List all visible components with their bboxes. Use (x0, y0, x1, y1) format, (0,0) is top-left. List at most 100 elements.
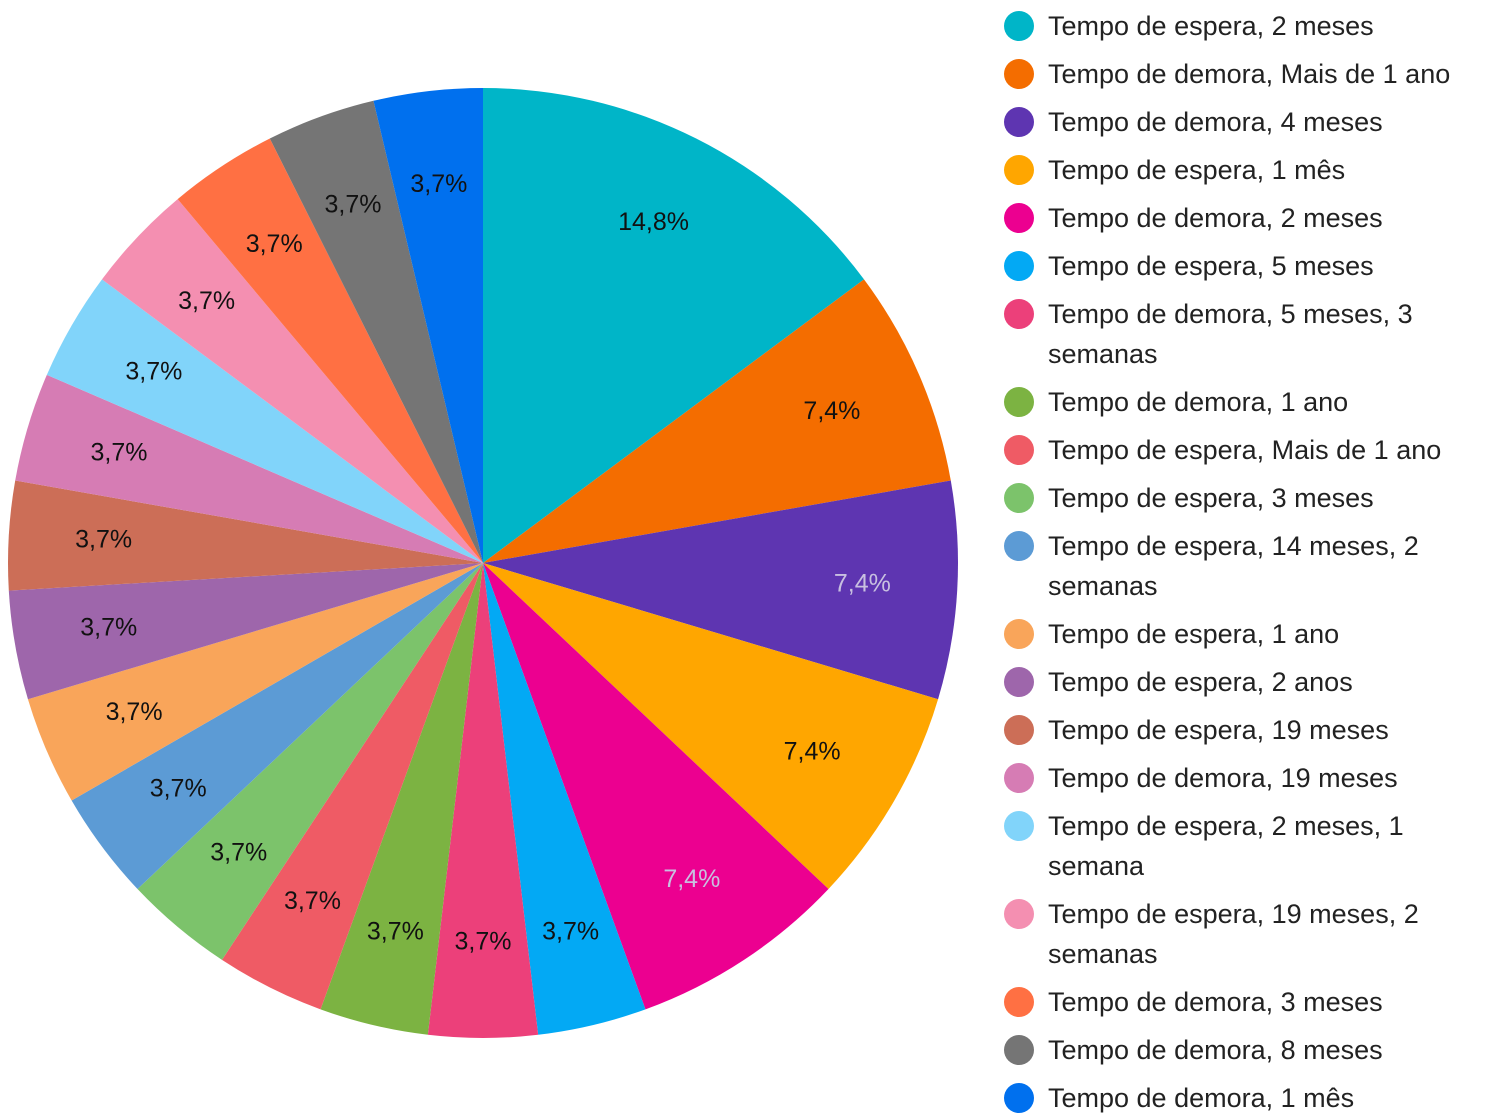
data-label: 3,7% (325, 191, 382, 219)
legend-swatch (1004, 251, 1034, 281)
legend-swatch (1004, 811, 1034, 841)
pie-slice (483, 279, 951, 563)
pie-slice (427, 563, 539, 1038)
legend-label: Tempo de espera, 3 meses (1048, 483, 1374, 513)
pie-slice (373, 88, 483, 563)
legend-swatch (1004, 531, 1034, 561)
legend-item: Tempo de demora, 1 mês (1004, 1078, 1504, 1114)
legend-item: Tempo de espera, 1 ano (1004, 614, 1504, 654)
legend-item: Tempo de demora, 1 ano (1004, 382, 1504, 422)
pie-slice (8, 563, 484, 700)
data-label: 7,4% (663, 865, 720, 893)
pie-slice (483, 563, 939, 889)
legend-item: Tempo de espera, 1 mês (1004, 150, 1504, 190)
pie: 14,8% 7,4% 7,4% 7,4% 7,4% 3,7% 3,7% 3,7% 3,7% 3,7… (8, 88, 958, 1038)
legend-item: Tempo de espera, 19 meses, 2 semanas (1004, 894, 1504, 974)
legend-label: Tempo de espera, 2 anos (1048, 667, 1353, 697)
legend-label: Tempo de espera, 1 mês (1048, 155, 1346, 185)
legend-item: Tempo de demora, 3 meses (1004, 982, 1504, 1022)
pie-slice (177, 138, 483, 564)
data-label: 3,7% (75, 526, 132, 554)
legend-label: Tempo de demora, 2 meses (1048, 203, 1383, 233)
legend-item: Tempo de espera, 14 meses, 2 semanas (1004, 526, 1504, 606)
data-label: 3,7% (246, 230, 303, 258)
legend-swatch (1004, 667, 1034, 697)
legend-label: Tempo de espera, 1 ano (1048, 619, 1340, 649)
pie-slice (483, 563, 829, 1010)
legend-item: Tempo de espera, 2 anos (1004, 662, 1504, 702)
legend-label: Tempo de espera, 2 meses, 1 semana (1048, 811, 1404, 881)
legend-item: Tempo de espera, 2 meses, 1 semana (1004, 806, 1504, 886)
legend-item: Tempo de demora, 8 meses (1004, 1030, 1504, 1070)
pie-slice (221, 563, 484, 1010)
legend-item: Tempo de demora, Mais de 1 ano (1004, 54, 1504, 94)
data-label: 3,7% (210, 839, 267, 867)
legend-item: Tempo de demora, 4 meses (1004, 102, 1504, 142)
legend-label: Tempo de demora, 5 meses, 3 semanas (1048, 299, 1413, 369)
legend-swatch (1004, 155, 1034, 185)
legend-swatch (1004, 203, 1034, 233)
legend-item: Tempo de demora, 19 meses (1004, 758, 1504, 798)
pie-slice (8, 480, 484, 591)
legend-label: Tempo de demora, 1 ano (1048, 387, 1349, 417)
pie-slice (137, 563, 484, 960)
legend-item: Tempo de espera, 3 meses (1004, 478, 1504, 518)
data-label: 7,4% (834, 570, 891, 598)
legend-item: Tempo de espera, Mais de 1 ano (1004, 430, 1504, 470)
legend-item: Tempo de espera, 19 meses (1004, 710, 1504, 750)
pie-slice (71, 563, 483, 889)
legend-label: Tempo de demora, 3 meses (1048, 987, 1383, 1017)
data-label: 3,7% (455, 928, 512, 956)
legend-label: Tempo de espera, 5 meses (1048, 251, 1374, 281)
data-label: 14,8% (618, 208, 689, 236)
data-label: 3,7% (125, 358, 182, 386)
data-label: 3,7% (80, 614, 137, 642)
pie-slice (101, 199, 483, 563)
legend-swatch (1004, 619, 1034, 649)
legend-swatch (1004, 299, 1034, 329)
legend-swatch (1004, 483, 1034, 513)
legend-item: Tempo de espera, 5 meses (1004, 246, 1504, 286)
data-label: 3,7% (284, 887, 341, 915)
legend-item: Tempo de demora, 5 meses, 3 semanas (1004, 294, 1504, 374)
legend-swatch (1004, 899, 1034, 929)
pie-slice (27, 563, 483, 801)
data-label: 3,7% (106, 698, 163, 726)
legend-swatch (1004, 1083, 1034, 1113)
legend-label: Tempo de demora, 4 meses (1048, 107, 1383, 137)
legend-swatch (1004, 715, 1034, 745)
legend-label: Tempo de espera, 19 meses, 2 semanas (1048, 899, 1419, 969)
legend: Tempo de espera, 2 meses Tempo de demora,… (1004, 6, 1504, 1114)
legend-item: Tempo de demora, 2 meses (1004, 198, 1504, 238)
pie-slice (46, 279, 483, 563)
legend-label: Tempo de espera, 2 meses (1048, 11, 1374, 41)
data-label: 3,7% (542, 917, 599, 945)
legend-swatch (1004, 387, 1034, 417)
legend-label: Tempo de espera, 14 meses, 2 semanas (1048, 531, 1419, 601)
legend-swatch (1004, 59, 1034, 89)
legend-swatch (1004, 987, 1034, 1017)
pie-slice (269, 100, 483, 564)
legend-swatch (1004, 1035, 1034, 1065)
pie-slice (483, 480, 958, 700)
data-label: 3,7% (367, 917, 424, 945)
pie-slice (15, 374, 484, 563)
legend-label: Tempo de demora, 8 meses (1048, 1035, 1383, 1065)
legend-label: Tempo de demora, 1 mês (1048, 1083, 1355, 1113)
legend-swatch (1004, 435, 1034, 465)
data-label: 3,7% (150, 775, 207, 803)
data-label: 3,7% (410, 170, 467, 198)
data-label: 7,4% (784, 738, 841, 766)
data-label: 3,7% (90, 439, 147, 467)
legend-item: Tempo de espera, 2 meses (1004, 6, 1504, 46)
legend-label: Tempo de demora, 19 meses (1048, 763, 1398, 793)
legend-swatch (1004, 11, 1034, 41)
pie-slice (483, 563, 646, 1035)
data-label: 3,7% (178, 287, 235, 315)
legend-label: Tempo de espera, 19 meses (1048, 715, 1389, 745)
data-label: 7,4% (803, 397, 860, 425)
legend-swatch (1004, 763, 1034, 793)
legend-swatch (1004, 107, 1034, 137)
legend-label: Tempo de espera, Mais de 1 ano (1048, 435, 1442, 465)
